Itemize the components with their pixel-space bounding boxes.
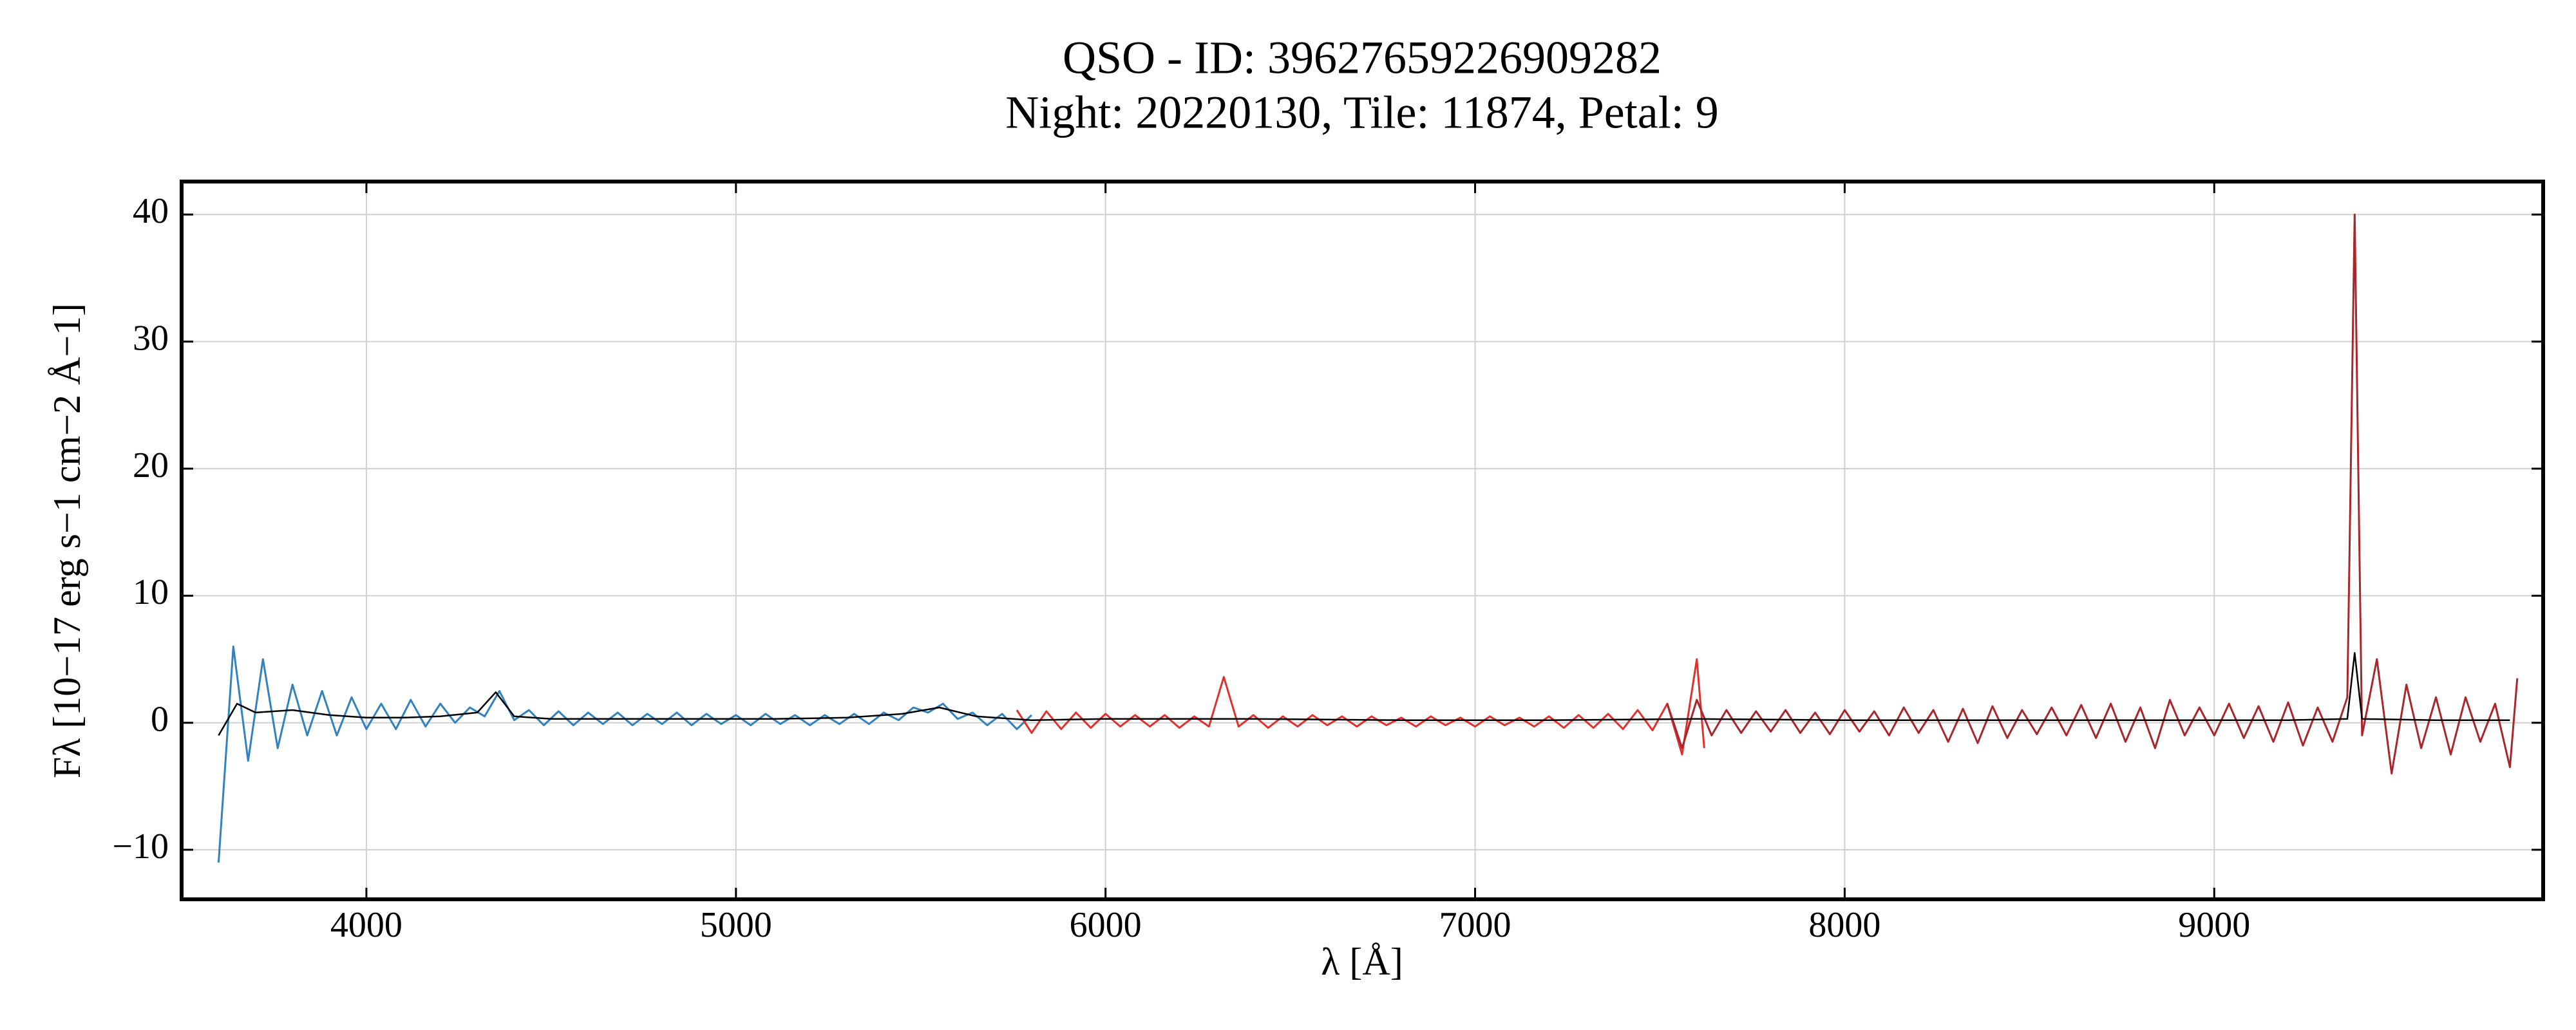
spectrum-line [217, 645, 1032, 863]
x-tick-label: 9000 [2178, 905, 2250, 945]
x-tick-label: 6000 [1070, 905, 1142, 945]
spectrum-line [218, 651, 2510, 736]
y-tick-label: 20 [133, 445, 169, 485]
x-tick-label: 7000 [1439, 905, 1511, 945]
x-tick-label: 8000 [1808, 905, 1880, 945]
y-tick-label: 10 [133, 572, 169, 612]
x-tick-label: 5000 [700, 905, 772, 945]
y-axis-label: Fλ [10−17 erg s−1 cm−2 Å−1] [46, 303, 88, 778]
y-tick-label: 30 [133, 318, 169, 358]
plot-frame [180, 180, 2545, 901]
y-tick-label: −10 [112, 827, 169, 866]
chart-subtitle: Night: 20220130, Tile: 11874, Petal: 9 [1005, 87, 1718, 138]
spectrum-line [1016, 658, 1705, 756]
spectrum-line [1666, 213, 2519, 775]
y-tick-label: 40 [133, 191, 169, 231]
x-axis-label: λ [Å] [1321, 941, 1403, 983]
chart-title: QSO - ID: 39627659226909282 [1063, 32, 1662, 84]
x-tick-label: 4000 [330, 905, 402, 945]
y-tick-label: 0 [151, 700, 169, 740]
